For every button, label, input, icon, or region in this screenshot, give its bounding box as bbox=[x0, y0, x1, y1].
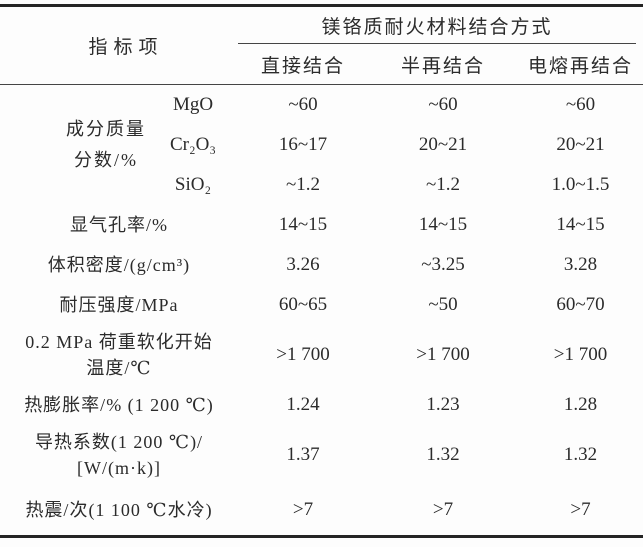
row-label-line1: 导热系数(1 200 ℃)/ bbox=[34, 432, 204, 452]
header-span-area: 镁铬质耐火材料结合方式 直接结合 半再结合 电熔再结合 bbox=[238, 7, 643, 84]
composition-values-semi: ~60 20~21 ~1.2 bbox=[368, 85, 518, 205]
column-header-direct-bond: 直接结合 bbox=[260, 55, 345, 77]
cell-value: 1.24 bbox=[286, 394, 320, 415]
composition-values-fused: ~60 20~21 1.0~1.5 bbox=[518, 85, 643, 205]
row-label-text: 体积密度/(g/cm³) bbox=[47, 255, 191, 275]
table-row-thermal-conductivity: 导热系数(1 200 ℃)/ [W/(m·k)] 1.37 1.32 1.32 bbox=[0, 425, 643, 485]
cell-value: 60~70 bbox=[556, 294, 605, 315]
table-row-thermal-shock: 热震/次(1 100 ℃水冷) >7 >7 >7 bbox=[0, 485, 643, 535]
cell-value: ~1.2 bbox=[285, 174, 321, 195]
composition-group-label: 成分质量 分数/% bbox=[0, 85, 212, 205]
table-row-thermal-expansion: 热膨胀率/% (1 200 ℃) 1.24 1.23 1.28 bbox=[0, 385, 643, 425]
table-row-softening-temperature: 0.2 MPa 荷重软化开始 温度/℃ >1 700 >1 700 >1 700 bbox=[0, 325, 643, 385]
row-label-text: 热震/次(1 100 ℃水冷) bbox=[25, 500, 213, 520]
cell-value: >1 700 bbox=[276, 344, 330, 365]
cell-value: 14~15 bbox=[278, 214, 328, 235]
header-span-title: 镁铬质耐火材料结合方式 bbox=[238, 7, 636, 44]
cell-value: 1.37 bbox=[286, 444, 320, 465]
cell-value: >1 700 bbox=[553, 344, 608, 365]
cell-value: 1.32 bbox=[426, 444, 460, 465]
cell-value: >7 bbox=[292, 499, 314, 520]
cell-value: >7 bbox=[432, 499, 454, 520]
table-row-porosity: 显气孔率/% 14~15 14~15 14~15 bbox=[0, 205, 643, 245]
row-label: 显气孔率/% bbox=[0, 205, 238, 245]
row-label-line1: 0.2 MPa 荷重软化开始 bbox=[25, 332, 213, 352]
row-label: 0.2 MPa 荷重软化开始 温度/℃ bbox=[0, 325, 238, 385]
row-label: 热震/次(1 100 ℃水冷) bbox=[0, 485, 238, 535]
cell-value: ~60 bbox=[428, 94, 458, 115]
cell-value: 1.28 bbox=[563, 394, 598, 415]
composition-section: 成分质量 分数/% MgO Cr₂O₃ SiO₂ ~60 16~17 ~1.2 … bbox=[0, 85, 643, 205]
composition-label-line2: 分数/% bbox=[74, 150, 138, 170]
cell-value: ~3.25 bbox=[421, 254, 465, 275]
properties-table: 指标项 镁铬质耐火材料结合方式 直接结合 半再结合 电熔再结合 成分质量 分数/… bbox=[0, 4, 643, 538]
formula-cr2o3: Cr₂O₃ bbox=[170, 134, 216, 155]
cell-value: 1.0~1.5 bbox=[551, 174, 610, 195]
cell-value: 20~21 bbox=[556, 134, 605, 155]
cell-value: >7 bbox=[570, 499, 591, 520]
row-label-line2: [W/(m·k)] bbox=[77, 458, 161, 478]
cell-value: 3.28 bbox=[563, 254, 598, 275]
composition-label-line1: 成分质量 bbox=[66, 119, 146, 139]
row-label: 耐压强度/MPa bbox=[0, 285, 238, 325]
cell-value: 14~15 bbox=[418, 214, 468, 235]
row-label: 体积密度/(g/cm³) bbox=[0, 245, 238, 285]
composition-label-cell: 成分质量 分数/% MgO Cr₂O₃ SiO₂ bbox=[0, 85, 238, 205]
cell-value: 1.23 bbox=[426, 394, 460, 415]
column-header-fused-rebonded: 电熔再结合 bbox=[527, 55, 633, 77]
cell-value: 1.32 bbox=[563, 444, 598, 465]
table-header: 指标项 镁铬质耐火材料结合方式 直接结合 半再结合 电熔再结合 bbox=[0, 7, 643, 85]
formula-sio2: SiO₂ bbox=[174, 174, 212, 195]
table-row-bulk-density: 体积密度/(g/cm³) 3.26 ~3.25 3.28 bbox=[0, 245, 643, 285]
cell-value: 20~21 bbox=[418, 134, 468, 155]
row-label-line2: 温度/℃ bbox=[86, 358, 152, 378]
chemical-formula-column: MgO Cr₂O₃ SiO₂ bbox=[148, 85, 238, 205]
cell-value: ~50 bbox=[428, 294, 458, 315]
cell-value: 14~15 bbox=[556, 214, 605, 235]
cell-value: 16~17 bbox=[278, 134, 328, 155]
column-header-semi-rebonded: 半再结合 bbox=[400, 55, 485, 77]
cell-value: ~60 bbox=[565, 94, 596, 115]
row-label-text: 热膨胀率/% (1 200 ℃) bbox=[24, 395, 214, 415]
cell-value: 3.26 bbox=[286, 254, 320, 275]
formula-mgo: MgO bbox=[172, 94, 214, 115]
row-label-text: 显气孔率/% bbox=[70, 215, 168, 235]
table-row-compressive-strength: 耐压强度/MPa 60~65 ~50 60~70 bbox=[0, 285, 643, 325]
header-sub-columns: 直接结合 半再结合 电熔再结合 bbox=[238, 44, 643, 84]
composition-values-direct: ~60 16~17 ~1.2 bbox=[238, 85, 368, 205]
cell-value: 60~65 bbox=[278, 294, 328, 315]
row-label: 导热系数(1 200 ℃)/ [W/(m·k)] bbox=[0, 425, 238, 485]
row-label: 热膨胀率/% (1 200 ℃) bbox=[0, 385, 238, 425]
row-label-text: 耐压强度/MPa bbox=[59, 295, 179, 315]
cell-value: ~1.2 bbox=[425, 174, 461, 195]
header-indicator-column: 指标项 bbox=[88, 37, 164, 58]
cell-value: ~60 bbox=[288, 94, 318, 115]
cell-value: >1 700 bbox=[416, 344, 470, 365]
